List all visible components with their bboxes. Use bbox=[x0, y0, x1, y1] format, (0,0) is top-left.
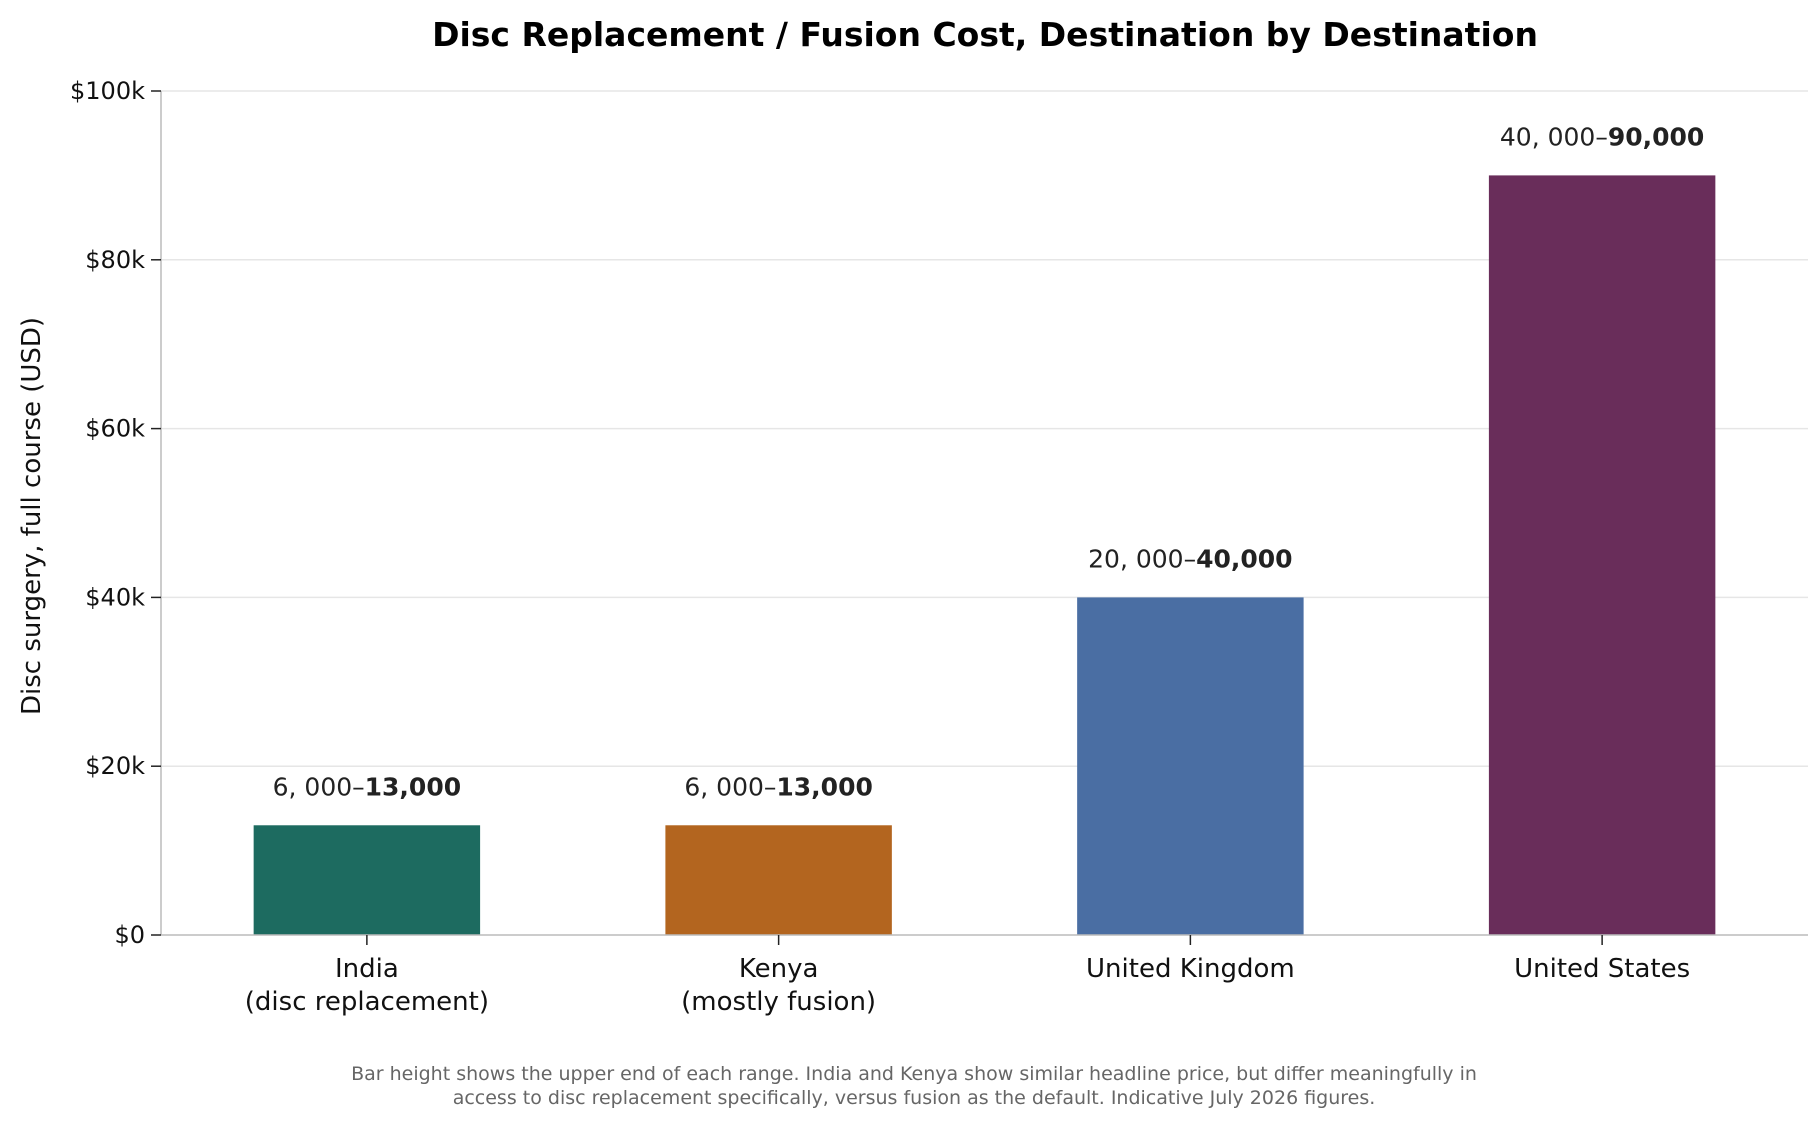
axes bbox=[160, 91, 1808, 936]
y-tick-label: $20k bbox=[85, 752, 145, 780]
value-labels: 6, 000–13,000 6, 000–13,000 20, 000–40,000… bbox=[273, 122, 1705, 801]
bar bbox=[253, 825, 481, 935]
x-tick-label: Kenya (mostly fusion) bbox=[681, 954, 876, 1017]
x-tick-label: India (disc replacement) bbox=[245, 954, 489, 1017]
bar-value-label: 6, 000–13,000 bbox=[273, 772, 462, 801]
bar bbox=[1488, 175, 1716, 935]
footnote-line: access to disc replacement specifically,… bbox=[453, 1087, 1376, 1109]
y-axis-ticks: $0 $20k $40k $60k $80k $100k bbox=[70, 77, 161, 949]
x-axis-ticks: India (disc replacement) Kenya (mostly fusi… bbox=[245, 935, 1690, 1017]
y-tick-label: $100k bbox=[70, 77, 145, 105]
x-tick-label: United States bbox=[1514, 954, 1690, 984]
bar-value-label: 40, 000–90,000 bbox=[1500, 122, 1704, 151]
chart-title: Disc Replacement / Fusion Cost, Destinat… bbox=[432, 15, 1538, 54]
bar-value-label: 20, 000–40,000 bbox=[1088, 544, 1292, 573]
y-axis-label: Disc surgery, full course (USD) bbox=[17, 317, 47, 715]
x-tick-label: United Kingdom bbox=[1086, 954, 1295, 984]
bars bbox=[253, 175, 1716, 935]
bar bbox=[1077, 597, 1304, 935]
footnote-line: Bar height shows the upper end of each r… bbox=[351, 1063, 1477, 1085]
y-tick-label: $60k bbox=[85, 415, 145, 443]
footnote: Bar height shows the upper end of each r… bbox=[351, 1063, 1477, 1109]
bar bbox=[665, 825, 892, 935]
y-tick-label: $0 bbox=[114, 921, 145, 949]
y-tick-label: $80k bbox=[85, 246, 145, 274]
bar-value-label: 6, 000–13,000 bbox=[684, 772, 873, 801]
y-tick-label: $40k bbox=[85, 583, 145, 611]
